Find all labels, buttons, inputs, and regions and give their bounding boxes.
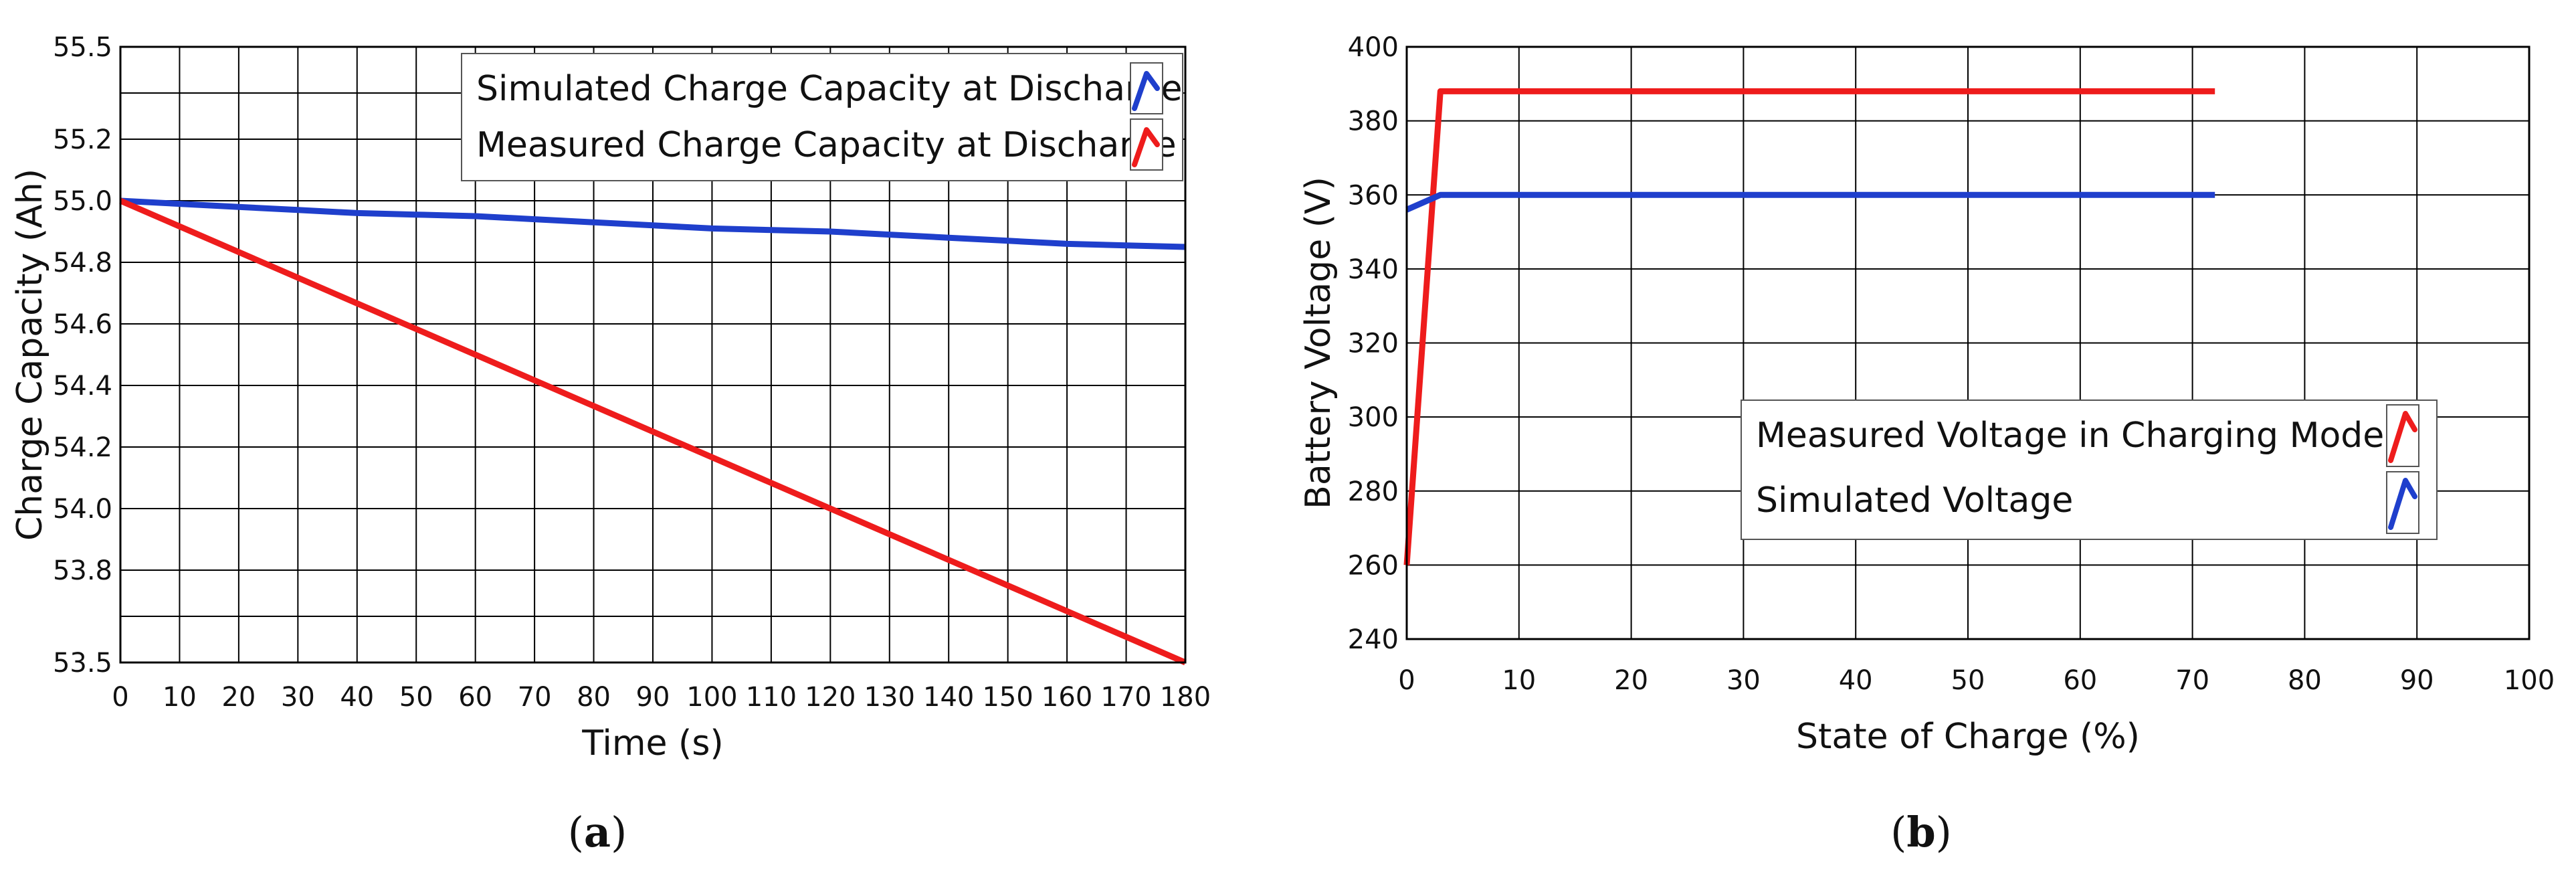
panel-a-legend-swatch-measured-line	[1132, 127, 1160, 167]
panel-b-chart: 0 10 20 30 40 50 60 70 80 90 100 240 260 280 300 320 34…	[1298, 32, 2555, 857]
panel-b-y-tick-label: 380	[1348, 106, 1399, 137]
panel-a-series-line-0	[120, 197, 1186, 250]
panel-b-legend-box	[1741, 400, 2438, 540]
panel-a-y-tick-label: 55.0	[53, 186, 112, 217]
panel-b-y-tick-label: 280	[1348, 476, 1399, 507]
panel-a-x-tick-label: 140	[923, 682, 974, 713]
panel-a-x-tick-label: 60	[458, 682, 492, 713]
panel-a-y-tick-label: 54.8	[53, 248, 112, 278]
panel-b-x-tick-label: 50	[1951, 665, 1985, 696]
panel-b-x-tick-label: 10	[1502, 665, 1536, 696]
panel-a-x-tick-labels: 0 10 20 30 40 50 60 70 80 90 100 110 120 130 140 150 160…	[112, 682, 1211, 713]
panel-b-x-tick-label: 40	[1839, 665, 1873, 696]
panel-b-legend-entry-measured: Measured Voltage in Charging Mode	[1756, 416, 2384, 456]
panel-a-y-tick-label: 54.6	[53, 309, 112, 340]
panel-a-series-line-1	[119, 197, 1187, 666]
panel-b-x-tick-label: 0	[1398, 665, 1415, 696]
panel-a-x-tick-label: 150	[982, 682, 1033, 713]
panel-b-y-tick-label: 260	[1348, 550, 1399, 581]
panel-b-x-tick-label: 70	[2175, 665, 2209, 696]
panel-a-x-tick-label: 130	[864, 682, 915, 713]
panel-a-plot-frame	[119, 46, 1187, 664]
panel-b-y-axis-title: Battery Voltage (V)	[1298, 177, 1339, 509]
panel-b-caption-letter: b	[1906, 808, 1935, 857]
panel-b-x-tick-label: 20	[1614, 665, 1648, 696]
panel-a-legend-box	[461, 53, 1183, 181]
panel-a-y-tick-label: 53.5	[53, 648, 112, 679]
panel-a-x-tick-label: 100	[686, 682, 737, 713]
panel-a-x-tick-label: 0	[112, 682, 128, 713]
panel-a-x-tick-label: 30	[281, 682, 315, 713]
panel-a-x-tick-label: 90	[636, 682, 670, 713]
panel-a-x-tick-label: 20	[221, 682, 256, 713]
panel-a-y-tick-label: 54.2	[53, 432, 112, 463]
panel-b-series-line-0	[1403, 88, 2215, 565]
panel-a-legend-entry-measured: Measured Charge Capacity at Discharge	[476, 125, 1177, 165]
panel-a-x-tick-label: 110	[746, 682, 797, 713]
panel-b-y-tick-labels: 240 260 280 300 320 340 360 380 400	[1348, 32, 1399, 655]
panel-b-x-tick-labels: 0 10 20 30 40 50 60 70 80 90 100	[1398, 665, 2555, 696]
panel-b-caption: (b)	[1890, 808, 1952, 857]
panel-b-legend-swatch-measured-line	[2388, 411, 2417, 463]
panel-b-legend: Measured Voltage in Charging Mode Simula…	[1741, 400, 2438, 540]
panel-a-legend-entry-simulated: Simulated Charge Capacity at Discharge	[476, 69, 1182, 109]
panel-b-y-tick-label: 400	[1348, 32, 1399, 63]
panel-a-y-tick-label: 54.0	[53, 494, 112, 525]
panel-a-x-tick-label: 70	[518, 682, 552, 713]
panel-a-x-tick-label: 180	[1160, 682, 1211, 713]
panel-a-x-tick-label: 80	[577, 682, 611, 713]
panel-a-legend: Simulated Charge Capacity at Discharge M…	[461, 53, 1183, 181]
panel-b-legend-entry-simulated: Simulated Voltage	[1756, 480, 2073, 521]
panel-a-x-tick-label: 120	[805, 682, 856, 713]
panel-b-y-tick-label: 300	[1348, 402, 1399, 433]
panel-a-y-tick-label: 55.2	[53, 124, 112, 155]
panel-a-x-tick-label: 40	[340, 682, 374, 713]
panel-a-series	[119, 197, 1187, 666]
panel-b-y-tick-label: 320	[1348, 329, 1399, 359]
panel-a-x-tick-label: 160	[1042, 682, 1092, 713]
panel-a-x-tick-label: 170	[1100, 682, 1151, 713]
panel-a-x-tick-label: 50	[399, 682, 433, 713]
panel-a-caption: (a)	[568, 808, 627, 857]
panel-b-x-axis-title: State of Charge (%)	[1796, 717, 2140, 757]
panel-a-y-tick-label: 54.4	[53, 371, 112, 402]
panel-b-x-tick-label: 30	[1726, 665, 1761, 696]
panel-b-series	[1403, 88, 2215, 565]
panel-b-legend-swatch-simulated-line	[2388, 478, 2417, 530]
panel-a-legend-swatch-simulated-line	[1132, 71, 1160, 111]
panel-b-plot-frame	[1405, 46, 2531, 640]
panel-b-x-tick-label: 80	[2288, 665, 2322, 696]
panel-b-y-tick-label: 340	[1348, 254, 1399, 285]
panel-b-x-tick-label: 60	[2063, 665, 2097, 696]
panel-a-y-tick-labels: 53.5 53.8 54.0 54.2 54.4 54.6 54.8 55.0 55.2 55.5	[53, 32, 112, 679]
panel-a-y-tick-label: 53.8	[53, 555, 112, 586]
panel-a-chart: 0 10 20 30 40 50 60 70 80 90 100 110 120 130 140 150 160…	[10, 32, 1211, 857]
panel-b-y-tick-label: 240	[1348, 624, 1399, 655]
panel-a-y-axis-title: Charge Capacity (Ah)	[10, 169, 50, 541]
panel-a-y-tick-label: 55.5	[53, 32, 112, 63]
panel-a-caption-letter: a	[584, 808, 611, 857]
panel-b-series-line-1	[1405, 191, 2215, 213]
panel-a-x-tick-label: 10	[163, 682, 197, 713]
panel-a-x-axis-title: Time (s)	[581, 723, 723, 764]
panel-b-x-tick-label: 100	[2504, 665, 2555, 696]
panel-b-y-tick-label: 360	[1348, 180, 1399, 211]
panel-b-x-tick-label: 90	[2400, 665, 2434, 696]
